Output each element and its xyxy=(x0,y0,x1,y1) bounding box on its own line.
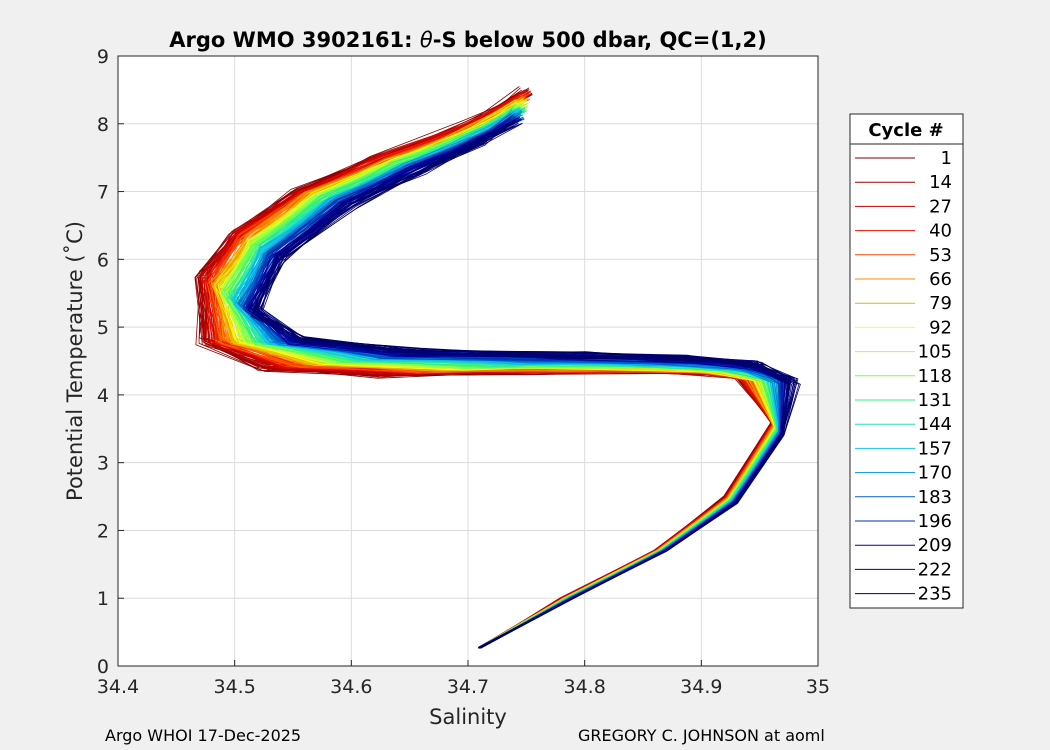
legend-entry-label: 170 xyxy=(918,463,952,484)
y-tick-label: 0 xyxy=(97,656,109,678)
legend-box xyxy=(849,113,964,609)
y-tick-label: 7 xyxy=(97,182,109,204)
legend-entry-label: 92 xyxy=(929,317,952,338)
legend-entry-label: 40 xyxy=(929,221,952,242)
y-tick-label: 1 xyxy=(97,588,109,610)
y-tick-label: 8 xyxy=(97,114,109,136)
x-axis-label: Salinity xyxy=(429,705,507,729)
footer-right: GREGORY C. JOHNSON at aoml xyxy=(578,726,825,745)
x-tick-label: 34.7 xyxy=(447,676,489,698)
y-tick-label: 4 xyxy=(97,385,109,407)
profile-line-cycle-235 xyxy=(252,121,801,648)
x-tick-label: 35 xyxy=(806,676,830,698)
x-tick-label: 34.4 xyxy=(97,676,139,698)
legend-entry-label: 144 xyxy=(918,414,952,435)
legend-entry-label: 157 xyxy=(918,438,952,459)
legend-entry-label: 118 xyxy=(918,366,952,387)
x-tick-label: 34.6 xyxy=(330,676,372,698)
chart-title: Argo WMO 3902161: θ-S below 500 dbar, QC… xyxy=(169,28,766,52)
x-tick-label: 34.9 xyxy=(680,676,722,698)
y-tick-label: 3 xyxy=(97,453,109,475)
legend-entry-label: 222 xyxy=(918,559,952,580)
profile-lines xyxy=(194,86,801,649)
legend-entry-label: 27 xyxy=(929,196,952,217)
y-tick-label: 2 xyxy=(97,520,109,542)
legend-entry-label: 196 xyxy=(918,511,952,532)
legend-entry-label: 1 xyxy=(941,148,952,169)
y-axis-label: Potential Temperature (˚C) xyxy=(63,221,87,501)
x-tick-label: 34.8 xyxy=(564,676,606,698)
legend-entry-label: 53 xyxy=(929,245,952,266)
legend-title: Cycle # xyxy=(868,120,943,141)
legend: Cycle # 1 14 27 40 53 66 79 92 105 118 131 144 157 17… xyxy=(849,113,964,609)
y-tick-label: 9 xyxy=(97,46,109,68)
legend-entry-label: 209 xyxy=(918,535,952,556)
axis-ticks: 34.4 34.5 34.6 34.7 34.8 34.9 35 0 1 2 3 4 5 6 7 8 9 xyxy=(97,46,830,698)
y-tick-label: 6 xyxy=(97,249,109,271)
legend-entry-label: 131 xyxy=(918,390,952,411)
legend-entry-label: 183 xyxy=(918,487,952,508)
legend-entry-label: 66 xyxy=(929,269,952,290)
y-tick-label: 5 xyxy=(97,317,109,339)
legend-entry-label: 14 xyxy=(929,172,952,193)
legend-entry-label: 235 xyxy=(918,584,952,605)
x-tick-label: 34.5 xyxy=(214,676,256,698)
legend-entry-label: 105 xyxy=(918,342,952,363)
legend-entry-label: 79 xyxy=(929,293,952,314)
profile-line-cycle-233 xyxy=(250,121,790,648)
footer-left: Argo WHOI 17-Dec-2025 xyxy=(105,726,302,745)
